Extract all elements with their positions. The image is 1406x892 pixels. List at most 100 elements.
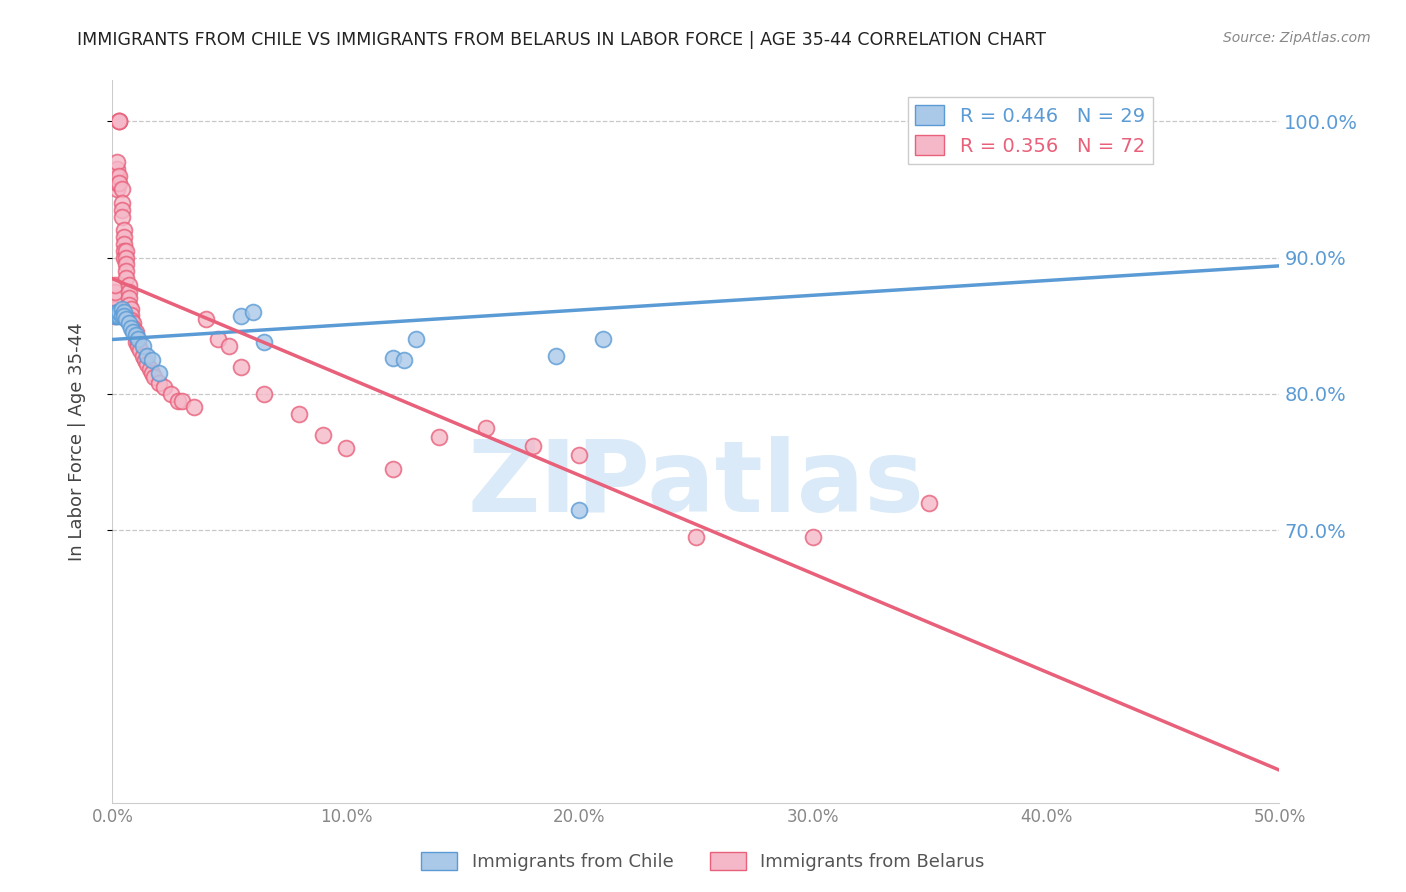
Text: Source: ZipAtlas.com: Source: ZipAtlas.com [1223,31,1371,45]
Point [104,302,127,317]
Point [111,202,134,217]
Point [125,334,148,349]
Point [108,309,131,323]
Point [111,210,134,224]
Text: IMMIGRANTS FROM CHILE VS IMMIGRANTS FROM BELARUS IN LABOR FORCE | AGE 35-44 CORR: IMMIGRANTS FROM CHILE VS IMMIGRANTS FROM… [77,31,1046,49]
Point [105,161,128,176]
Point [108,169,131,183]
Text: ZIPatlas: ZIPatlas [468,436,924,533]
Point [194,311,217,326]
Point [111,302,134,317]
Point [183,401,205,415]
Point [475,421,498,435]
Point [427,430,450,444]
Point [118,292,141,306]
Point [127,339,149,353]
Point [141,367,163,381]
Point [134,352,156,367]
Point [918,496,941,510]
Point [136,349,159,363]
Point [143,370,166,384]
Point [105,305,128,319]
Point [172,393,194,408]
Point [544,349,567,363]
Point [115,264,138,278]
Point [153,380,176,394]
Point [129,343,152,358]
Point [405,332,427,346]
Legend: Immigrants from Chile, Immigrants from Belarus: Immigrants from Chile, Immigrants from B… [415,845,991,879]
Point [141,352,163,367]
Point [122,326,145,340]
Point [120,321,142,335]
Point [136,357,159,371]
Point [381,351,404,366]
Point [1081,114,1104,128]
Point [166,393,188,408]
Point [125,326,148,340]
Point [120,313,142,327]
Point [118,316,141,330]
Point [115,251,138,265]
Point [112,251,135,265]
Point [112,236,135,251]
Point [120,302,142,317]
Point [105,155,128,169]
Point [118,298,141,312]
Point [335,442,357,456]
Point [108,305,131,319]
Point [218,339,240,353]
Point [118,277,141,292]
Point [125,328,148,343]
Y-axis label: In Labor Force | Age 35-44: In Labor Force | Age 35-44 [67,322,86,561]
Point [111,309,134,323]
Point [127,332,149,346]
Point [118,285,141,299]
Point [160,387,183,401]
Point [801,530,824,544]
Point [108,176,131,190]
Point [229,359,252,374]
Point [112,309,135,323]
Point [104,292,127,306]
Point [108,114,131,128]
Point [112,244,135,258]
Point [148,376,170,390]
Point [139,362,162,376]
Point [120,308,142,322]
Point [132,349,155,363]
Point [111,182,134,196]
Point [127,334,149,349]
Point [394,352,416,367]
Point [105,176,128,190]
Point [148,367,170,381]
Point [105,309,128,323]
Legend: R = 0.446   N = 29, R = 0.356   N = 72: R = 0.446 N = 29, R = 0.356 N = 72 [907,97,1153,163]
Point [381,462,404,476]
Point [104,285,127,299]
Point [568,448,591,462]
Point [122,316,145,330]
Point [122,321,145,335]
Point [685,530,707,544]
Point [242,305,264,319]
Point [115,271,138,285]
Point [522,439,544,453]
Point [115,257,138,271]
Point [311,427,333,442]
Point [115,244,138,258]
Point [111,196,134,211]
Point [112,230,135,244]
Point [288,407,311,421]
Point [108,114,131,128]
Point [104,277,127,292]
Point [112,223,135,237]
Point [104,309,127,323]
Point [253,387,276,401]
Point [108,114,131,128]
Point [125,329,148,343]
Point [115,311,138,326]
Point [229,309,252,323]
Point [132,339,155,353]
Point [105,169,128,183]
